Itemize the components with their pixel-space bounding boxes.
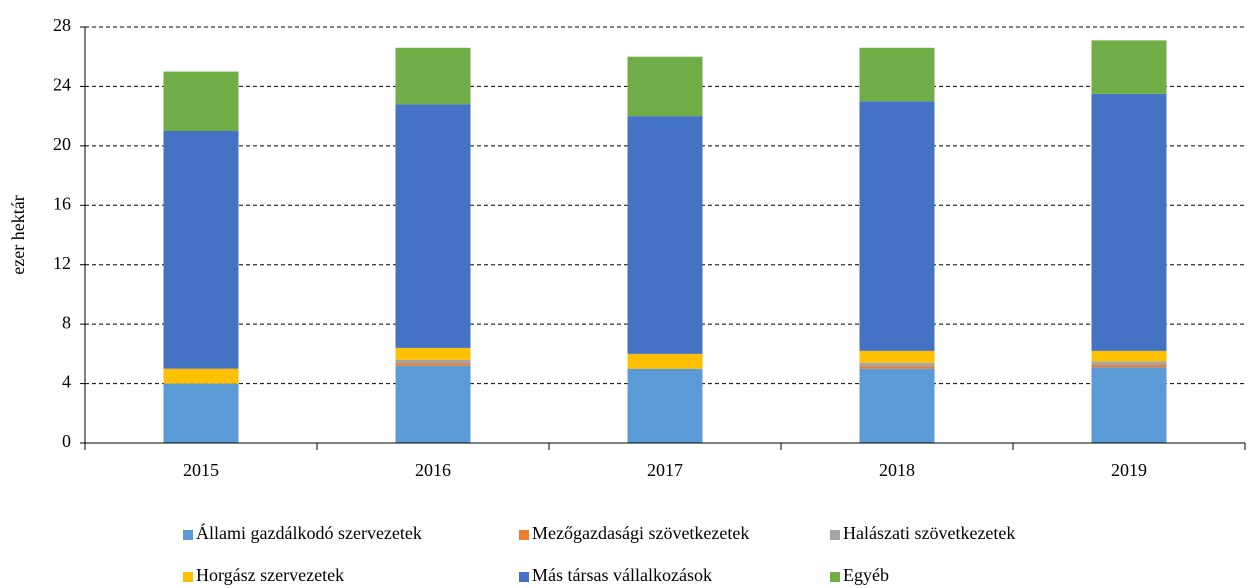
y-axis-label: ezer hektár [8, 195, 28, 274]
legend-label: Más társas vállalkozások [532, 565, 712, 585]
legend-swatch [519, 530, 529, 540]
y-tick-label: 28 [53, 15, 71, 35]
legend-label: Mezőgazdasági szövetkezetek [532, 523, 749, 543]
legend-swatch [183, 572, 193, 582]
legend-swatch [830, 530, 840, 540]
y-tick-label: 0 [62, 431, 71, 451]
bar-segment [859, 47, 935, 102]
bar-segment [1091, 361, 1167, 365]
x-tick-label: 2018 [879, 460, 915, 480]
x-tick-label: 2017 [647, 460, 683, 480]
legend-swatch [830, 572, 840, 582]
bar-segment [395, 104, 471, 348]
bar-segment [163, 383, 239, 443]
bar-segment [1091, 367, 1167, 443]
x-tick-label: 2019 [1111, 460, 1147, 480]
bar-segment [1091, 350, 1167, 362]
bar-segment [627, 56, 703, 117]
y-tick-label: 24 [53, 75, 71, 95]
bar-segment [1091, 93, 1167, 351]
legend-label: Halászati szövetkezetek [843, 523, 1015, 543]
bar-segment [395, 359, 471, 364]
bar-segment [163, 368, 239, 384]
bar-segment [395, 347, 471, 360]
legend-swatch [519, 572, 529, 582]
y-tick-label: 8 [62, 312, 71, 332]
bar-segment [395, 365, 471, 443]
bar-segment [395, 363, 471, 366]
bar-segment [859, 101, 935, 351]
bar-segment [395, 47, 471, 105]
bar-segment [627, 368, 703, 443]
bar-segment [1091, 365, 1167, 368]
bar-segment [627, 116, 703, 354]
bar-segment [627, 353, 703, 369]
bar-segment [1091, 40, 1167, 94]
bar-segment [859, 366, 935, 369]
legend-label: Egyéb [843, 565, 889, 585]
bar-segment [859, 350, 935, 363]
y-tick-label: 16 [53, 193, 71, 213]
bar-segment [163, 131, 239, 369]
legend-label: Állami gazdálkodó szervezetek [196, 522, 422, 543]
legend-swatch [183, 530, 193, 540]
x-tick-label: 2016 [415, 460, 451, 480]
y-tick-label: 4 [62, 372, 71, 392]
bar-segment [163, 71, 239, 131]
legend-label: Horgász szervezetek [196, 565, 344, 585]
y-tick-label: 12 [53, 253, 71, 273]
y-tick-label: 20 [53, 134, 71, 154]
bar-segment [859, 362, 935, 367]
x-tick-label: 2015 [183, 460, 219, 480]
bar-segment [859, 368, 935, 443]
